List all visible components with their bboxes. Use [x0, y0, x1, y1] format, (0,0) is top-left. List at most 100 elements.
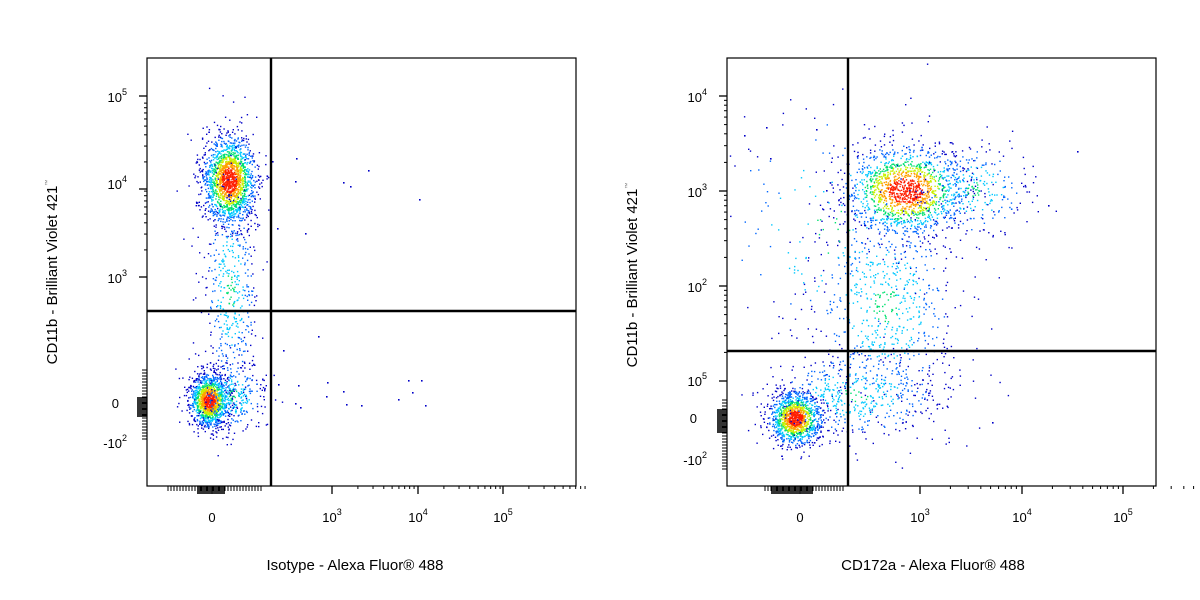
event-dot: [245, 154, 247, 157]
event-dot: [193, 386, 195, 389]
y-tick-label-neg1e2: -102: [103, 433, 127, 451]
event-dot: [227, 179, 229, 181]
event-dot: [220, 380, 222, 383]
event-dot: [425, 405, 427, 407]
event-dot: [900, 180, 902, 183]
event-dot: [213, 401, 215, 404]
event-dot: [234, 406, 236, 409]
event-dot: [224, 185, 226, 187]
event-dot: [885, 183, 888, 186]
event-dot: [873, 182, 876, 184]
event-dot: [233, 162, 235, 164]
event-dot: [226, 162, 229, 164]
event-dot: [216, 144, 218, 147]
event-dot: [210, 163, 212, 165]
event-dot: [937, 187, 939, 189]
event-dot: [244, 177, 247, 179]
event-dot: [894, 221, 896, 224]
event-dot: [253, 363, 255, 365]
event-dot: [234, 187, 237, 190]
event-dot: [234, 382, 236, 385]
event-dot: [193, 400, 195, 403]
event-dot: [904, 201, 907, 203]
event-dot: [906, 218, 908, 221]
event-dot: [210, 422, 212, 424]
event-dot: [224, 333, 227, 335]
event-dot: [202, 396, 204, 398]
event-dot: [225, 153, 228, 156]
event-dot: [204, 406, 206, 408]
event-dot: [212, 196, 214, 198]
event-dot: [912, 188, 915, 190]
event-dot: [232, 174, 235, 176]
event-dot: [233, 195, 235, 197]
event-dot: [936, 214, 938, 216]
event-dot: [250, 390, 252, 392]
event-dot: [238, 393, 240, 395]
event-dot: [227, 418, 229, 421]
event-dot: [229, 393, 231, 395]
event-dot: [918, 201, 920, 204]
event-dot: [185, 394, 188, 397]
event-dot: [201, 403, 203, 405]
event-dot: [195, 399, 197, 401]
event-dot: [250, 183, 252, 185]
event-dot: [930, 214, 933, 216]
event-dot: [895, 198, 897, 200]
event-dot: [239, 319, 241, 322]
event-dot: [204, 209, 206, 211]
event-dot: [233, 290, 235, 293]
event-dot: [211, 383, 213, 385]
event-dot: [234, 204, 236, 206]
event-dot: [216, 405, 219, 407]
event-dot: [973, 160, 975, 162]
event-dot: [233, 144, 235, 147]
event-dot: [235, 210, 237, 212]
event-dot: [208, 390, 210, 392]
event-dot: [218, 152, 221, 154]
event-dot: [894, 196, 896, 198]
event-dot: [225, 387, 227, 389]
event-dot: [217, 166, 219, 168]
event-dot: [226, 144, 228, 146]
event-dot: [952, 202, 954, 204]
event-dot: [218, 374, 220, 376]
event-dot: [232, 231, 234, 234]
event-dot: [252, 374, 254, 377]
event-dot: [229, 166, 231, 168]
event-dot: [226, 197, 228, 199]
event-dot: [240, 194, 242, 196]
event-dot: [226, 333, 228, 335]
event-dot: [949, 142, 952, 144]
event-dot: [247, 275, 249, 277]
event-dot: [902, 171, 904, 173]
event-dot: [191, 423, 194, 426]
event-dot: [235, 325, 238, 327]
event-dot: [900, 181, 903, 184]
event-dot: [206, 387, 209, 389]
event-dot: [208, 181, 211, 183]
event-dot: [241, 201, 244, 203]
event-dot: [250, 275, 252, 277]
event-dot: [976, 178, 978, 181]
event-dot: [242, 391, 245, 394]
event-dot: [253, 304, 256, 307]
event-dot: [361, 405, 363, 407]
event-dot: [227, 275, 230, 277]
event-dot: [238, 186, 240, 188]
event-dot: [212, 278, 215, 280]
event-dot: [240, 409, 243, 412]
event-dot: [215, 157, 217, 159]
event-dot: [229, 119, 231, 121]
event-dot: [215, 172, 217, 174]
event-dot: [201, 170, 203, 172]
event-dot: [200, 400, 202, 402]
event-dot: [832, 191, 835, 194]
event-dot: [896, 187, 898, 189]
event-dot: [900, 173, 902, 175]
event-dot: [218, 171, 220, 173]
event-dot: [966, 230, 968, 232]
event-dot: [861, 212, 863, 214]
event-dot: [226, 201, 228, 204]
event-dot: [210, 178, 213, 180]
